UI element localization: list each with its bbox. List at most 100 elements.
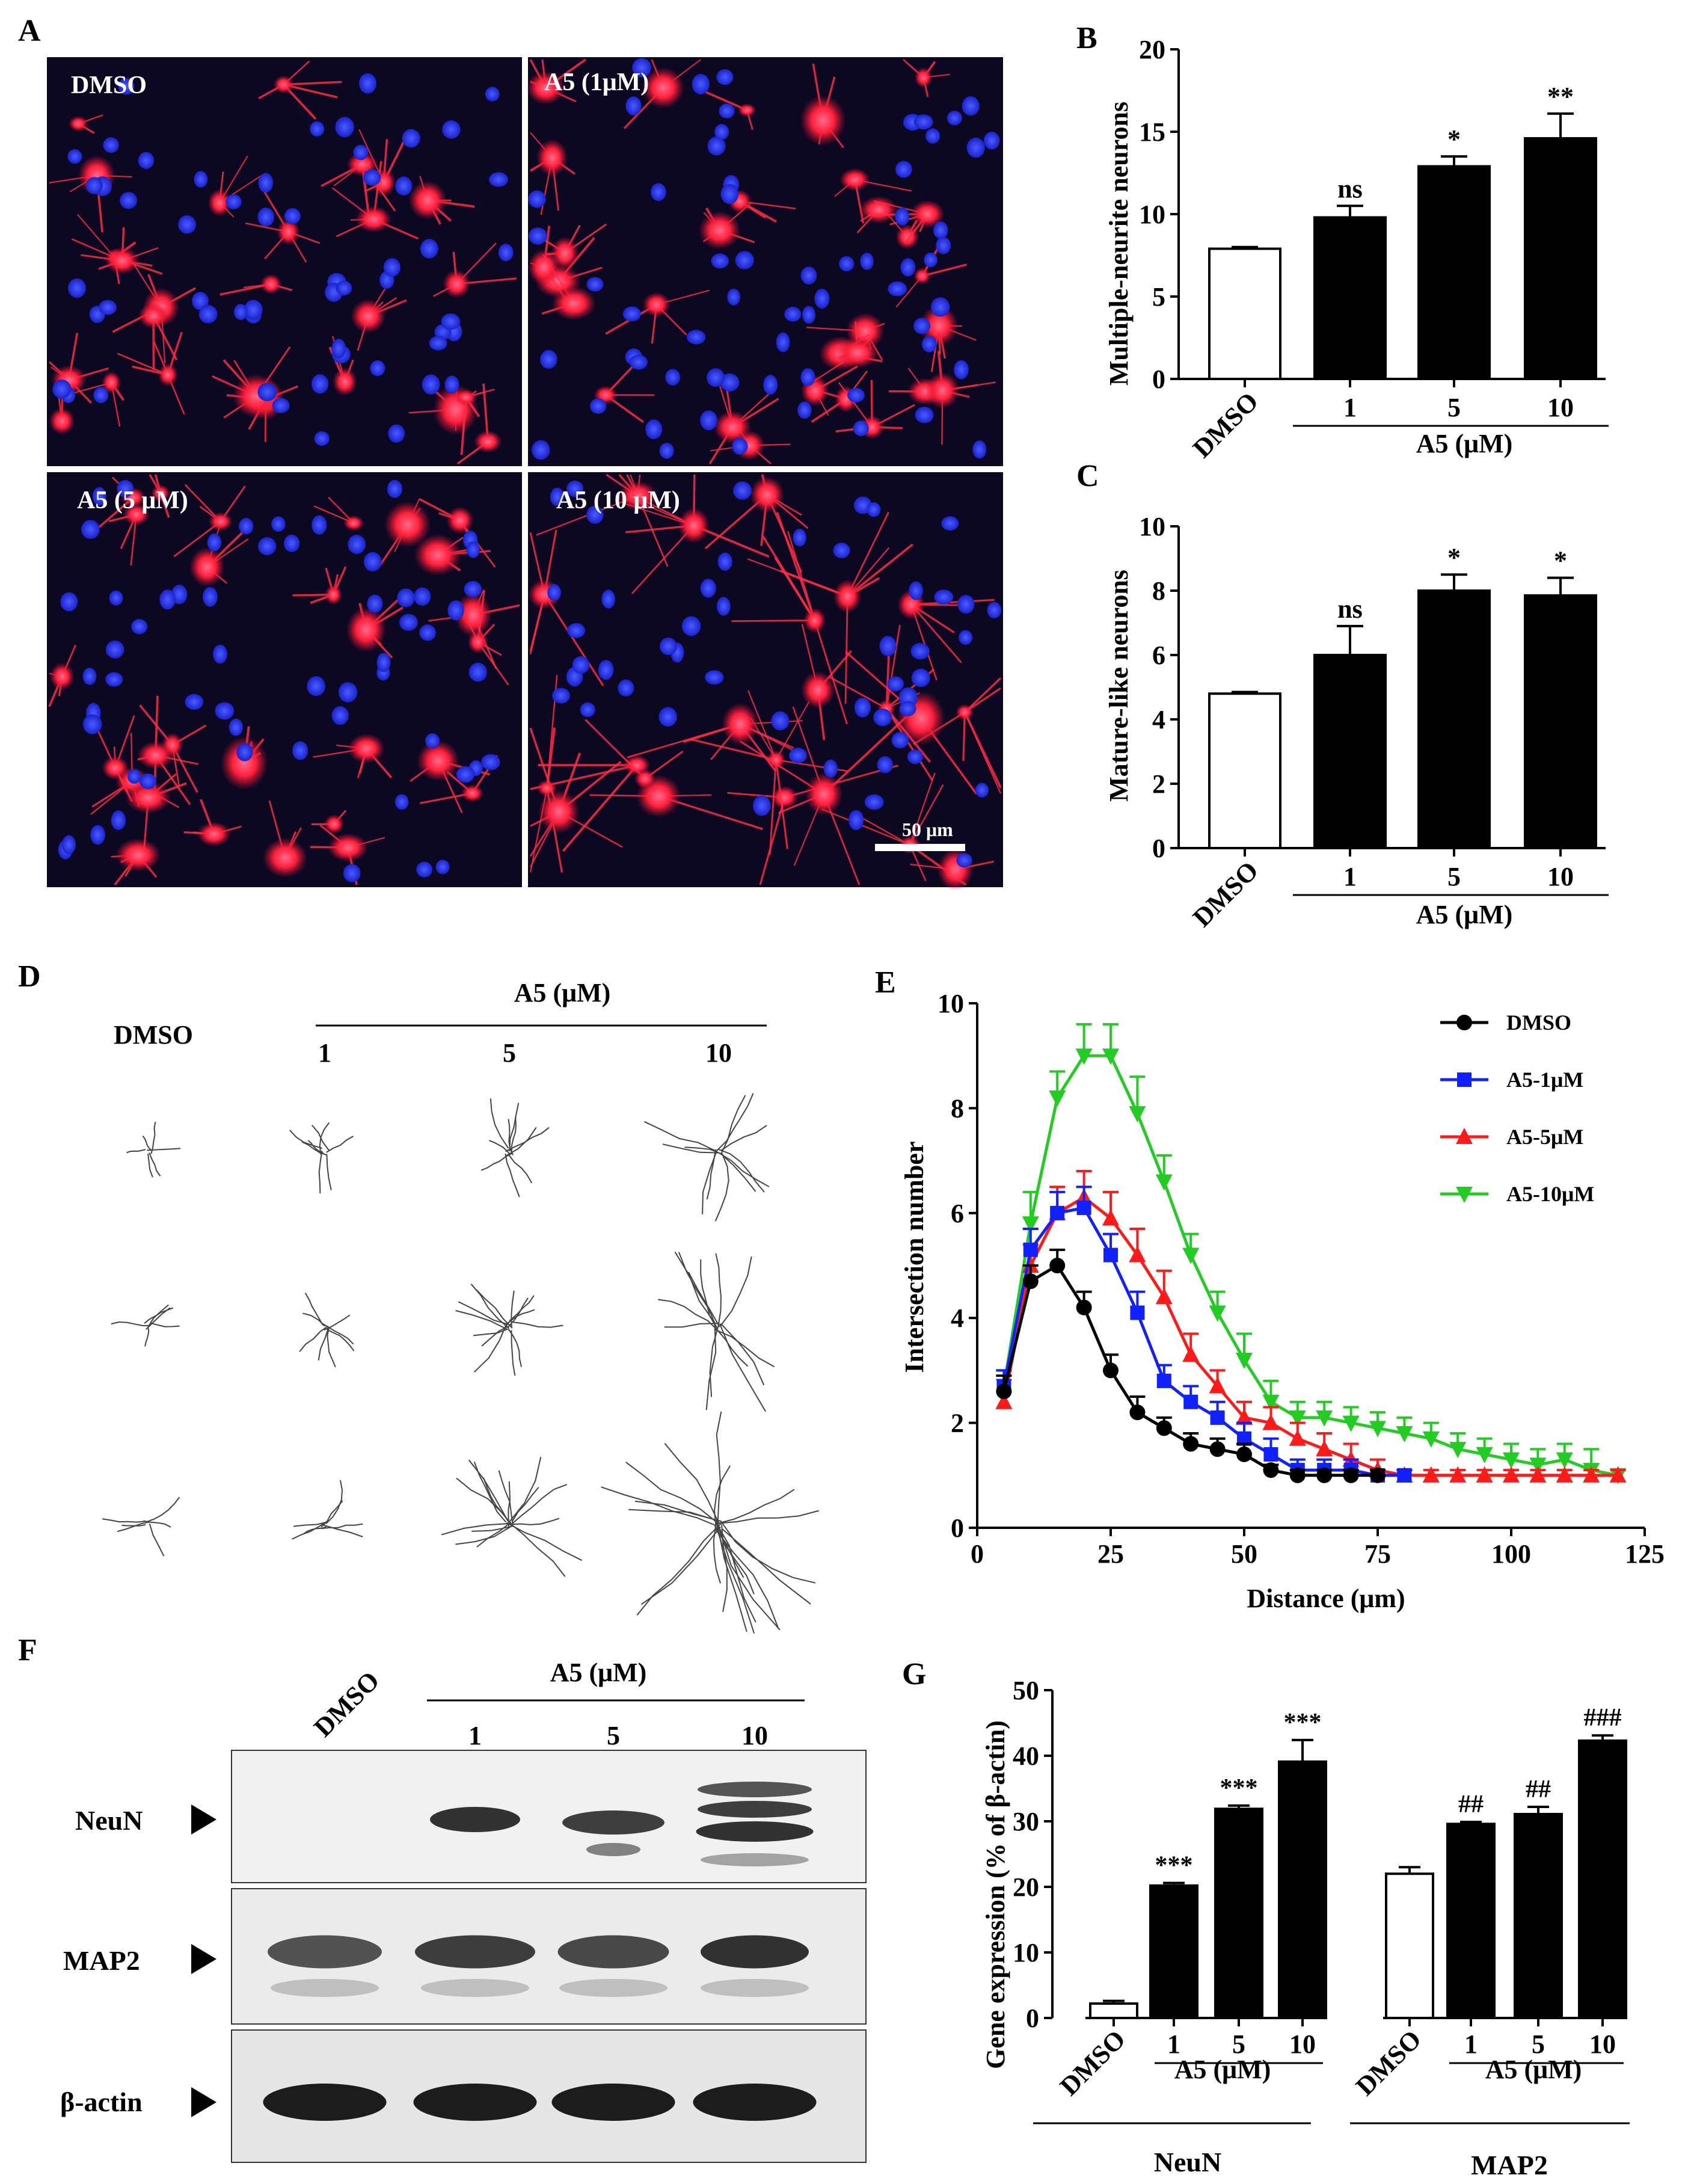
neurite-trace [312, 1124, 330, 1151]
x-tick-label: 0 [971, 1539, 984, 1569]
blot-band [421, 1979, 529, 1997]
data-point [1449, 1466, 1467, 1483]
nucleus [229, 718, 243, 736]
nucleus [464, 581, 482, 597]
neurite-trace [716, 1093, 754, 1151]
neurite-trace [324, 1314, 351, 1330]
data-point [1456, 1015, 1472, 1030]
nucleus [589, 398, 607, 414]
neurite [775, 760, 788, 849]
arrow-icon [191, 1944, 216, 1974]
chart-g-neun-label: NeuN [1154, 2147, 1221, 2177]
cell-body [262, 838, 308, 878]
data-point [1022, 1216, 1039, 1233]
nucleus [399, 614, 418, 631]
legend-label: A5-10μM [1506, 1182, 1594, 1206]
y-tick-label: 30 [1013, 1807, 1039, 1836]
neurite-trace [511, 1518, 560, 1525]
significance-label: * [1447, 125, 1461, 154]
nucleus [686, 330, 706, 345]
nucleus [258, 173, 274, 193]
panel-letter-e: E [875, 965, 896, 1000]
nucleus [839, 256, 855, 272]
panel-f-dose-5: 5 [607, 1721, 620, 1750]
neurite-trace [144, 1307, 174, 1324]
cell-body [910, 200, 945, 228]
data-point [1050, 1205, 1065, 1220]
nucleus [887, 676, 904, 692]
data-point [1609, 1466, 1627, 1483]
neurite [821, 808, 910, 846]
nucleus [853, 420, 869, 437]
data-point [1209, 1377, 1226, 1394]
neurite-trace [475, 1289, 513, 1329]
neurite-trace [722, 1522, 816, 1584]
nucleus [353, 144, 369, 161]
significance-label: ### [1584, 1704, 1622, 1732]
neurite-trace [498, 1470, 514, 1524]
panel-letter-f: F [18, 1633, 37, 1667]
y-tick-label: 8 [1152, 576, 1165, 606]
panel-letter-c: C [1076, 459, 1099, 493]
nucleus [271, 516, 286, 532]
nucleus [466, 541, 480, 558]
neurite-trace [471, 1525, 513, 1532]
data-point [1049, 1090, 1066, 1107]
panel-f-dose-10: 10 [741, 1721, 768, 1750]
nucleus [395, 176, 413, 195]
cell-body [417, 740, 459, 781]
nucleus [586, 505, 604, 524]
data-point [1023, 1242, 1038, 1257]
neurite-trace [641, 1526, 721, 1605]
chart-e-ylabel: Intersection number [900, 1142, 929, 1373]
nucleus [566, 623, 586, 638]
nucleus [665, 369, 681, 386]
nucleus [67, 149, 82, 164]
data-point [1503, 1452, 1520, 1469]
nucleus [481, 754, 500, 771]
neurite-trace [720, 1095, 746, 1155]
y-tick-label: 4 [1152, 705, 1165, 734]
neurite-trace [709, 1323, 720, 1397]
significance-label: *** [1220, 1774, 1258, 1802]
cell-body [474, 430, 502, 454]
data-point [1342, 1415, 1360, 1432]
neurite-trace [318, 1327, 330, 1361]
blot-band [696, 1821, 814, 1842]
data-point [1103, 1247, 1118, 1263]
legend-label: A5-1μM [1506, 1068, 1583, 1092]
bar [1208, 692, 1281, 849]
x-tick-label: 75 [1364, 1539, 1391, 1569]
nucleus [192, 292, 209, 310]
cell-body [443, 269, 471, 298]
blot-band [701, 1979, 809, 1997]
nucleus [660, 637, 677, 656]
chart-g-neun-group-label: A5 (μM) [1174, 2055, 1271, 2084]
panel-f: DMSO A5 (μM) 1 5 10 NeuN MAP2 β-actin [60, 1658, 867, 2163]
nucleus [498, 244, 514, 262]
cell-body [770, 786, 799, 810]
nucleus [397, 588, 415, 608]
data-point [1289, 1467, 1306, 1483]
micrograph-label-a5-10: A5 (10 μM) [556, 487, 680, 514]
nucleus [131, 618, 148, 635]
neurite-trace [720, 1323, 765, 1386]
cell-body [538, 790, 580, 834]
cell-body [800, 671, 835, 709]
y-tick-label: 10 [1013, 1938, 1039, 1967]
nucleus [911, 668, 930, 687]
chart-c: Mature-like neurons A5 (μM) 0 2 4 6 8 10 DMSO n… [1104, 512, 1609, 932]
data-point [1049, 1258, 1066, 1273]
nucleus [925, 128, 941, 144]
nucleus [776, 332, 790, 352]
nucleus [540, 349, 557, 369]
nucleus [711, 253, 729, 269]
neurite-trace [713, 1526, 721, 1584]
data-point [1236, 1446, 1252, 1462]
nucleus [681, 616, 701, 636]
cell-body [260, 274, 282, 295]
nucleus [732, 438, 748, 455]
nucleus [714, 123, 729, 140]
nucleus [363, 552, 382, 572]
data-point [1263, 1447, 1278, 1462]
